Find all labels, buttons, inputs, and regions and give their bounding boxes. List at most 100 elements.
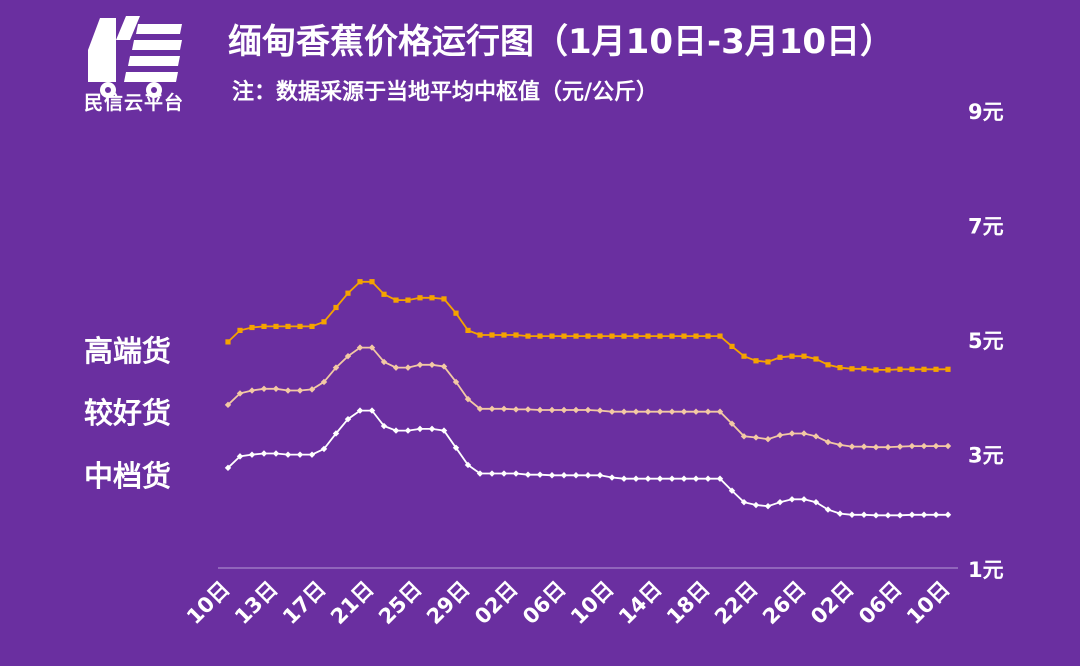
- data-point: [284, 451, 292, 458]
- chart-subtitle: 注：数据采源于当地平均中枢值（元/公斤）: [232, 80, 659, 105]
- data-point: [729, 343, 735, 349]
- data-point: [704, 408, 712, 415]
- y-tick-label: 3元: [968, 444, 1004, 468]
- data-point: [297, 323, 303, 329]
- data-point: [368, 407, 376, 414]
- data-point: [717, 333, 723, 339]
- data-point: [321, 319, 327, 325]
- data-point: [632, 408, 640, 415]
- data-point: [525, 333, 531, 339]
- data-point: [884, 512, 892, 519]
- data-point: [872, 444, 880, 451]
- data-point: [908, 442, 916, 450]
- data-point: [801, 353, 807, 359]
- data-point: [537, 333, 543, 339]
- data-point: [368, 344, 376, 351]
- data-point: [812, 498, 820, 506]
- data-point: [224, 401, 232, 409]
- data-point: [524, 471, 532, 478]
- data-point: [452, 444, 460, 451]
- data-point: [548, 472, 556, 479]
- data-point: [920, 511, 928, 518]
- data-point: [356, 344, 364, 351]
- data-point: [464, 395, 472, 403]
- data-point: [560, 406, 568, 414]
- data-point: [272, 385, 280, 393]
- data-point: [680, 408, 688, 415]
- series-line-0: [227, 280, 948, 371]
- data-point: [932, 442, 940, 450]
- data-point: [740, 498, 748, 506]
- data-point: [477, 332, 483, 338]
- data-point: [668, 475, 676, 482]
- data-point: [357, 279, 363, 285]
- data-point: [728, 420, 736, 427]
- data-point: [752, 434, 760, 441]
- data-point: [933, 366, 939, 372]
- data-point: [776, 498, 784, 506]
- data-point: [896, 443, 904, 450]
- data-point: [657, 333, 663, 339]
- data-point: [836, 441, 844, 449]
- x-tick-label: 10日: [566, 577, 618, 629]
- data-point: [645, 333, 651, 339]
- data-point: [680, 475, 688, 482]
- series-label-high: 高端货: [84, 334, 172, 368]
- data-point: [320, 378, 328, 386]
- x-tick-label: 14日: [614, 577, 666, 629]
- data-point: [920, 442, 928, 450]
- data-point: [453, 310, 459, 316]
- data-point: [596, 407, 604, 414]
- truck-stripe-shape: [116, 16, 182, 82]
- x-tick-label: 06日: [518, 577, 570, 629]
- x-tick-label: 25日: [374, 577, 426, 629]
- data-point: [944, 442, 952, 450]
- data-point: [728, 487, 736, 494]
- x-tick-label: 18日: [662, 577, 714, 629]
- data-point: [872, 512, 880, 519]
- data-point: [524, 406, 532, 413]
- data-point: [668, 408, 676, 415]
- data-point: [429, 295, 435, 301]
- data-point: [440, 363, 448, 370]
- data-point: [705, 333, 711, 339]
- y-tick-label: 5元: [968, 329, 1004, 353]
- data-point: [909, 366, 915, 372]
- data-point: [404, 364, 412, 371]
- data-point: [572, 406, 580, 414]
- data-point: [417, 295, 423, 301]
- data-point: [884, 444, 892, 451]
- x-tick-label: 17日: [278, 577, 330, 629]
- data-point: [405, 297, 411, 303]
- data-point: [764, 502, 772, 510]
- x-tick-label: 02日: [470, 577, 522, 629]
- data-point: [344, 352, 352, 360]
- data-point: [608, 474, 616, 481]
- data-point: [512, 470, 520, 477]
- data-point: [921, 366, 927, 372]
- data-point: [344, 415, 352, 423]
- data-point: [885, 367, 891, 373]
- data-point: [573, 333, 579, 339]
- data-point: [945, 366, 951, 372]
- data-point: [392, 364, 400, 371]
- data-point: [896, 512, 904, 519]
- data-point: [536, 406, 544, 414]
- data-point: [428, 361, 436, 368]
- series-label-good: 较好货: [84, 396, 172, 430]
- data-point: [692, 475, 700, 482]
- data-point: [308, 386, 316, 393]
- x-tick-label: 02日: [806, 577, 858, 629]
- data-point: [608, 408, 616, 415]
- data-point: [620, 475, 628, 482]
- y-tick-label: 7元: [968, 215, 1004, 239]
- data-point: [500, 470, 508, 477]
- data-point: [249, 324, 255, 331]
- data-point: [224, 464, 232, 472]
- data-point: [860, 511, 868, 518]
- data-point: [860, 443, 868, 450]
- data-point: [848, 443, 856, 450]
- data-point: [285, 323, 291, 329]
- data-point: [740, 433, 748, 440]
